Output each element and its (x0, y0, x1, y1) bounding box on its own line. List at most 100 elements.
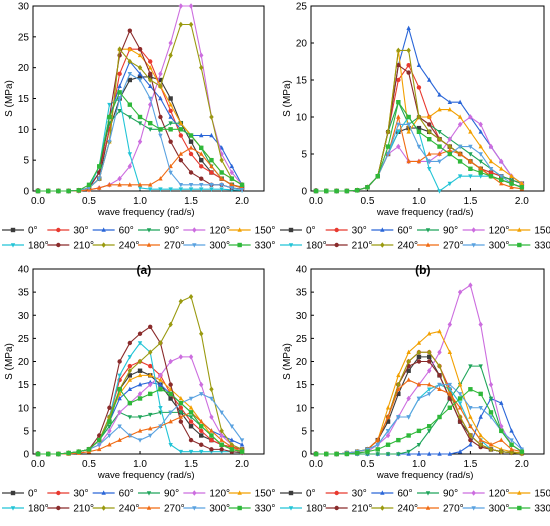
data-point (416, 129, 422, 134)
data-point (457, 99, 463, 104)
data-point (344, 451, 350, 457)
data-point (334, 451, 339, 457)
legend-marker (380, 242, 385, 248)
data-point (117, 96, 122, 102)
data-point (239, 187, 245, 193)
data-point (457, 159, 463, 164)
legend-item: 330° (228, 504, 275, 515)
data-point (509, 446, 514, 452)
legend-label: 240° (119, 504, 140, 515)
data-point (107, 102, 112, 108)
data-point (178, 120, 184, 125)
legend-marker (471, 506, 476, 511)
data-point (427, 167, 432, 172)
data-point (209, 433, 214, 438)
data-point (396, 391, 401, 397)
data-point (509, 178, 514, 183)
data-point (127, 102, 133, 107)
data-point (478, 391, 483, 397)
data-point (209, 187, 214, 192)
data-point (209, 157, 214, 163)
data-point (168, 121, 173, 126)
data-point (457, 392, 463, 397)
data-point (229, 186, 235, 191)
series-11 (35, 387, 245, 457)
data-point (188, 415, 194, 420)
data-point (209, 114, 214, 120)
legend-label: 60° (397, 489, 412, 500)
data-point (188, 139, 194, 144)
data-point (137, 428, 143, 433)
data-point (499, 437, 504, 442)
data-point (488, 381, 494, 388)
legend-item: 30° (47, 226, 88, 237)
legend-label: 90° (443, 489, 458, 500)
data-point (437, 159, 442, 164)
data-point (416, 442, 422, 448)
data-point (447, 391, 453, 396)
data-point (178, 449, 184, 455)
y-tick-label: 25 (296, 2, 308, 13)
plot-frame (32, 268, 265, 455)
legend-item: 150° (228, 489, 275, 500)
legend-item: 240° (92, 504, 140, 515)
x-tick-label: 1.5 (184, 196, 198, 207)
data-point (499, 166, 504, 171)
legend-marker (237, 505, 242, 511)
legend-marker (192, 243, 197, 248)
data-point (97, 442, 102, 448)
data-point (127, 355, 133, 360)
data-point (406, 377, 411, 382)
data-point (178, 133, 184, 138)
legend-marker (237, 227, 242, 232)
legend-marker (146, 491, 152, 496)
data-point (199, 176, 204, 181)
data-point (199, 187, 204, 192)
data-point (416, 62, 422, 67)
data-point (209, 437, 214, 443)
series-line (316, 365, 523, 455)
data-point (219, 183, 224, 188)
x-tick-label: 0.5 (82, 459, 96, 470)
legend-label: 210° (352, 504, 373, 515)
data-point (148, 391, 153, 397)
legend-label: 120° (209, 226, 230, 237)
data-point (396, 100, 401, 105)
legend-item: 90° (417, 226, 458, 237)
data-point (468, 174, 473, 179)
data-point (478, 152, 483, 157)
data-point (447, 143, 453, 150)
legend-marker (425, 491, 431, 496)
data-point (437, 451, 442, 456)
legend-item: 300° (183, 504, 230, 515)
data-point (137, 372, 143, 378)
legend-label: 60° (119, 489, 134, 500)
legend-label: 270° (164, 241, 185, 252)
data-point (219, 428, 224, 434)
data-point (219, 432, 224, 439)
data-point (178, 414, 184, 419)
data-point (117, 387, 122, 392)
data-point (416, 349, 422, 356)
data-point (158, 382, 163, 387)
data-point (219, 157, 224, 163)
legend-item: 90° (138, 226, 179, 237)
legend-marker (56, 505, 61, 511)
y-tick-label: 10 (18, 125, 30, 136)
legend-item: 300° (183, 241, 230, 252)
legend-item: 150° (508, 226, 550, 237)
y-tick-label: 25 (296, 334, 308, 345)
data-point (478, 144, 483, 149)
series-10 (35, 392, 245, 457)
y-tick-label: 0 (301, 187, 307, 198)
data-point (478, 170, 483, 175)
legend-label: 150° (534, 489, 550, 500)
data-point (127, 163, 133, 170)
data-point (188, 170, 194, 175)
legend-item: 0° (280, 226, 316, 237)
data-point (117, 175, 122, 182)
x-axis-label: wave frequency (rad/s) (97, 207, 195, 218)
data-point (188, 410, 194, 415)
data-point (427, 367, 432, 374)
